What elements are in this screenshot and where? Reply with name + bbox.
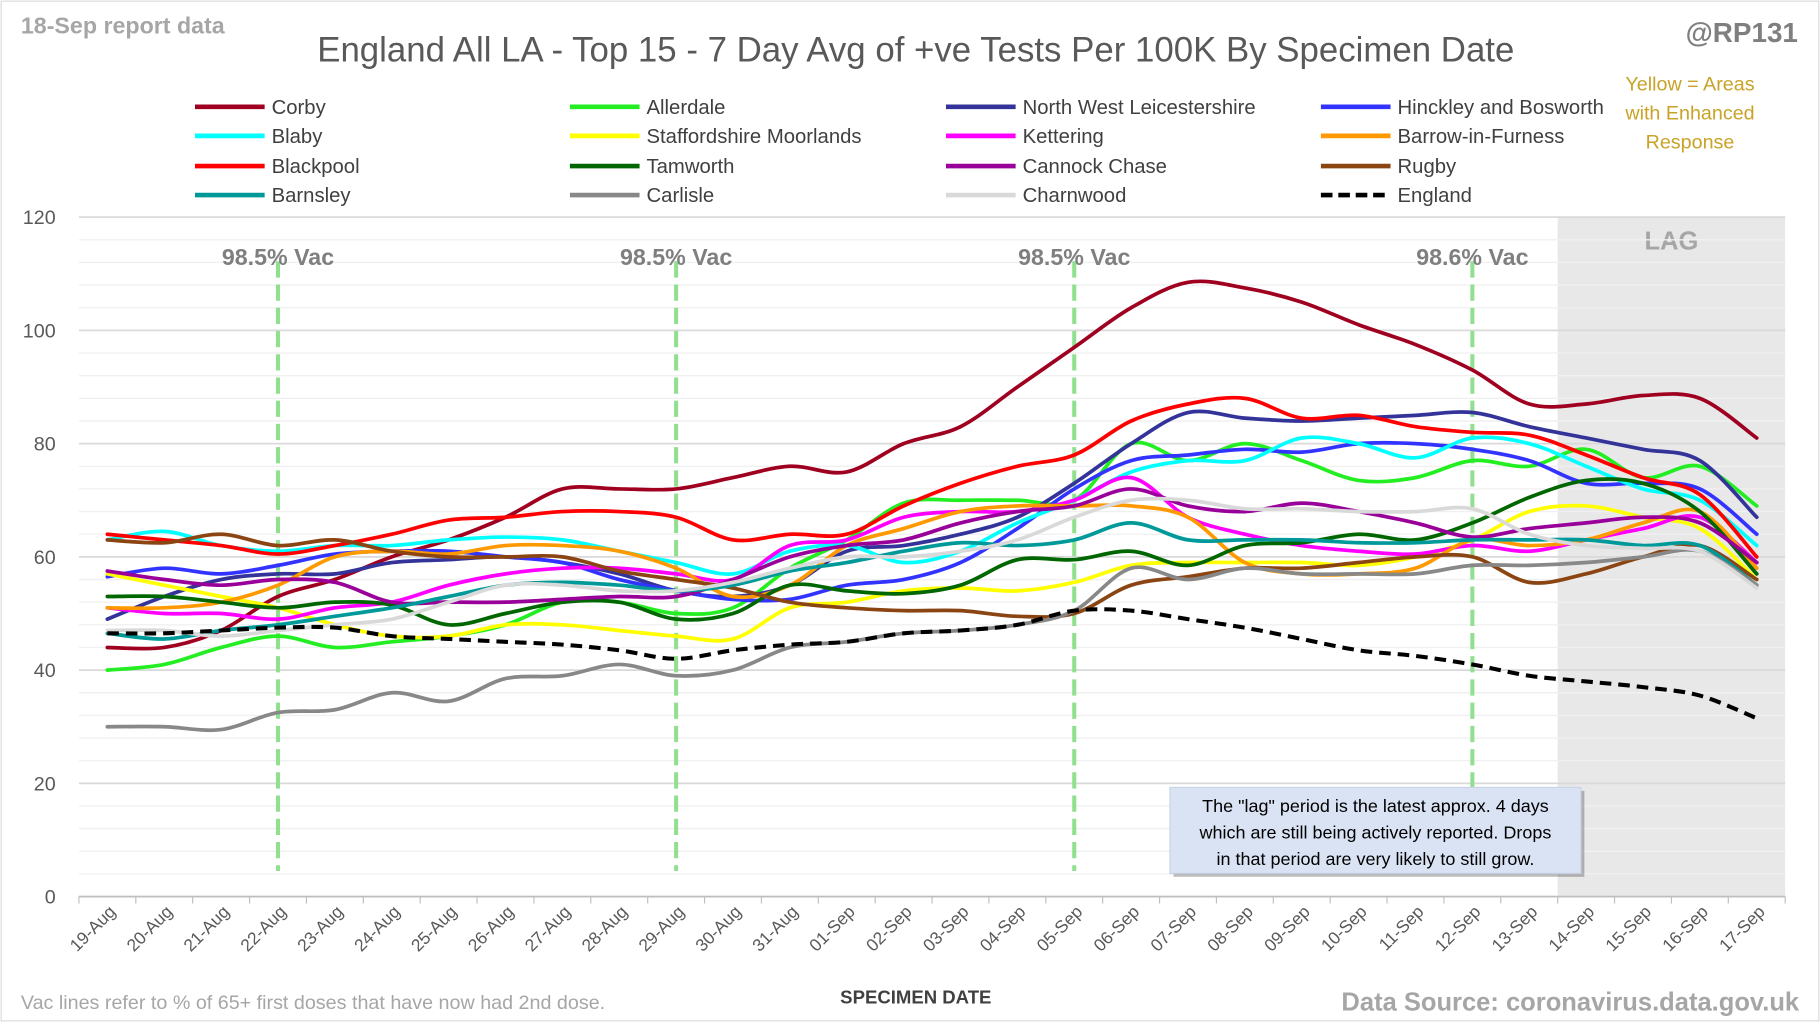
y-tick-label: 40 (34, 660, 56, 682)
y-tick-label: 20 (34, 773, 56, 795)
lag-label: LAG (1644, 228, 1698, 256)
legend-label: Corby (272, 97, 327, 119)
y-tick-label: 80 (34, 434, 56, 456)
legend-label: Kettering (1023, 126, 1104, 148)
y-tick-label: 60 (34, 547, 56, 569)
report-label: 18-Sep report data (21, 13, 226, 39)
note-line: Yellow = Areas (1625, 74, 1754, 96)
series-line-carlisle (105, 547, 1759, 733)
series-line-england (107, 607, 1758, 721)
legend-label: Cannock Chase (1023, 156, 1167, 178)
legend-label: Rugby (1398, 156, 1458, 178)
note-line: Response (1646, 132, 1735, 154)
y-tick-label: 120 (23, 207, 56, 229)
legend-item: Allerdale (569, 97, 726, 119)
legend-item: England (1320, 185, 1472, 207)
legend: Corby Allerdale North West Leicestershire H… (195, 97, 1604, 207)
legend-label: North West Leicestershire (1023, 97, 1256, 119)
legend-label: Carlisle (647, 185, 715, 207)
legend-label: Blaby (272, 126, 324, 148)
legend-item: North West Leicestershire (945, 97, 1256, 119)
vac-footnote: Vac lines refer to % of 65+ first doses … (21, 992, 605, 1014)
y-tick-label: 0 (45, 887, 56, 909)
series-line-tamworth (105, 477, 1759, 627)
legend-label: Hinckley and Bosworth (1398, 97, 1604, 119)
series-line-charnwood (105, 496, 1759, 638)
x-axis-label: SPECIMEN DATE (840, 986, 991, 1007)
vac-label: 98.5% Vac (1018, 244, 1130, 270)
legend-label: Blackpool (272, 156, 360, 178)
legend-label: Allerdale (647, 97, 726, 119)
vac-label: 98.6% Vac (1416, 244, 1528, 270)
callout-line: The "lag" period is the latest approx. 4… (1202, 796, 1549, 816)
legend-item: Tamworth (569, 156, 735, 178)
vac-label: 98.5% Vac (222, 244, 334, 270)
callout-box (1169, 786, 1582, 874)
series-line-blackpool (105, 395, 1759, 559)
legend-label: Charnwood (1023, 185, 1127, 207)
enhanced-response-note: Yellow = Areas with Enhanced Response (1624, 74, 1754, 154)
chart-title: England All LA - Top 15 - 7 Day Avg of +… (317, 31, 1514, 70)
legend-label: Barnsley (272, 185, 352, 207)
series-line-barnsley (105, 521, 1759, 641)
series-line-corby (105, 279, 1759, 651)
callout-line: in that period are very likely to still … (1217, 849, 1535, 869)
legend-item: Kettering (945, 126, 1104, 148)
y-tick-label: 100 (23, 320, 56, 342)
legend-item: Barnsley (195, 185, 351, 207)
legend-label: Staffordshire Moorlands (647, 126, 862, 148)
series-line-allerdale (105, 440, 1759, 672)
series-line-blaby (105, 435, 1759, 576)
legend-label: England (1398, 185, 1472, 207)
legend-item: Barrow-in-Furness (1320, 126, 1565, 148)
legend-item: Charnwood (945, 185, 1127, 207)
author-handle: @RP131 (1686, 17, 1798, 48)
legend-label: Tamworth (647, 156, 735, 178)
callout-line: which are still being actively reported.… (1199, 823, 1552, 843)
legend-item: Cannock Chase (945, 156, 1167, 178)
series-line-north-west-leicestershire (105, 409, 1759, 622)
data-source: Data Source: coronavirus.data.gov.uk (1341, 988, 1799, 1016)
legend-item: Corby (195, 97, 327, 119)
legend-item: Blaby (195, 126, 323, 148)
legend-item: Carlisle (569, 185, 715, 207)
legend-label: Barrow-in-Furness (1398, 126, 1565, 148)
note-line: with Enhanced (1624, 103, 1754, 125)
legend-item: Staffordshire Moorlands (569, 126, 862, 148)
lag-callout: The "lag" period is the latest approx. 4… (1169, 786, 1585, 877)
legend-item: Rugby (1320, 156, 1458, 178)
legend-item: Blackpool (195, 156, 360, 178)
series-line-rugby (105, 532, 1759, 619)
vac-label: 98.5% Vac (620, 244, 732, 270)
series-line-cannock-chase (105, 487, 1759, 606)
legend-item: Hinckley and Bosworth (1320, 97, 1604, 119)
